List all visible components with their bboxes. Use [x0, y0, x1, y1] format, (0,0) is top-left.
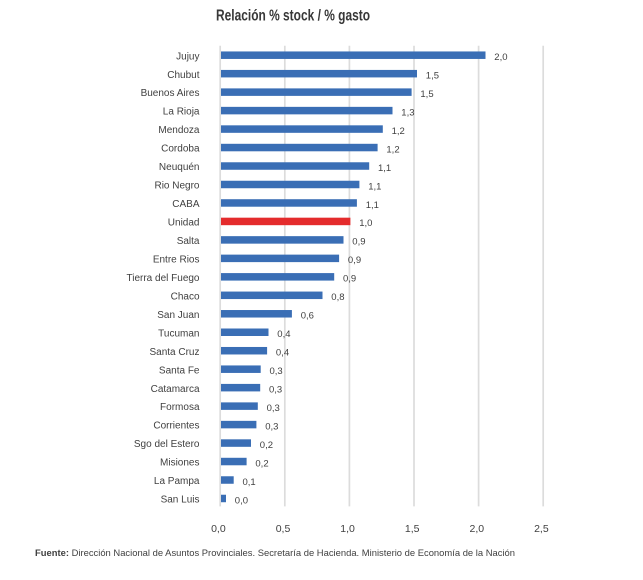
svg-text:2,0: 2,0 [494, 52, 507, 63]
svg-text:1,3: 1,3 [401, 107, 414, 118]
svg-text:CABA: CABA [172, 199, 200, 210]
svg-text:Jujuy: Jujuy [176, 51, 199, 62]
svg-text:Rio Negro: Rio Negro [154, 181, 199, 192]
svg-text:0,4: 0,4 [277, 329, 290, 340]
svg-text:1,1: 1,1 [378, 163, 391, 174]
svg-text:Corrientes: Corrientes [153, 421, 199, 432]
svg-text:1,0: 1,0 [359, 218, 372, 229]
svg-text:Santa Fe: Santa Fe [159, 365, 200, 376]
svg-text:La Rioja: La Rioja [163, 107, 200, 118]
svg-text:0,4: 0,4 [276, 348, 289, 359]
svg-text:1,2: 1,2 [392, 126, 405, 137]
svg-text:0,0: 0,0 [235, 495, 248, 506]
svg-text:0,9: 0,9 [352, 237, 365, 248]
svg-text:Entre Rios: Entre Rios [153, 254, 200, 265]
svg-text:0,5: 0,5 [276, 523, 291, 535]
svg-text:Mendoza: Mendoza [158, 125, 200, 136]
svg-text:0,2: 0,2 [260, 440, 273, 451]
svg-text:0,6: 0,6 [301, 311, 314, 322]
svg-text:Relación % stock / % gasto: Relación % stock / % gasto [216, 8, 370, 25]
svg-text:Misiones: Misiones [160, 458, 199, 469]
svg-text:Sgo del Estero: Sgo del Estero [134, 439, 200, 450]
svg-text:0,9: 0,9 [348, 255, 361, 266]
svg-text:1,5: 1,5 [426, 70, 439, 81]
svg-text:0,3: 0,3 [270, 366, 283, 377]
svg-text:1,1: 1,1 [366, 200, 379, 211]
svg-text:Tucuman: Tucuman [158, 328, 199, 339]
svg-text:San Luis: San Luis [161, 495, 200, 506]
svg-text:0,0: 0,0 [211, 523, 226, 535]
svg-text:0,3: 0,3 [269, 384, 282, 395]
svg-text:Catamarca: Catamarca [151, 384, 200, 395]
svg-text:Unidad: Unidad [168, 218, 200, 229]
svg-text:Chubut: Chubut [167, 70, 199, 81]
svg-text:0,2: 0,2 [255, 458, 268, 469]
svg-text:Buenos Aires: Buenos Aires [141, 88, 200, 99]
svg-text:Tierra del Fuego: Tierra del Fuego [127, 273, 200, 284]
svg-text:0,8: 0,8 [331, 292, 344, 303]
svg-text:Santa Cruz: Santa Cruz [149, 347, 199, 358]
svg-text:2,0: 2,0 [469, 523, 484, 535]
svg-text:1,2: 1,2 [386, 144, 399, 155]
svg-text:0,1: 0,1 [243, 477, 256, 488]
svg-text:0,3: 0,3 [265, 421, 278, 432]
svg-text:Formosa: Formosa [160, 402, 200, 413]
svg-text:Cordoba: Cordoba [161, 144, 200, 155]
svg-text:0,9: 0,9 [343, 274, 356, 285]
svg-text:Neuquén: Neuquén [159, 162, 200, 173]
svg-text:2,5: 2,5 [534, 523, 549, 535]
svg-text:1,0: 1,0 [340, 523, 355, 535]
svg-text:Chaco: Chaco [171, 291, 200, 302]
svg-text:Fuente: Dirección Nacional de: Fuente: Dirección Nacional de Asuntos Pr… [35, 548, 515, 559]
svg-text:1,1: 1,1 [368, 181, 381, 192]
svg-text:San Juan: San Juan [157, 310, 199, 321]
svg-text:Salta: Salta [177, 236, 200, 247]
svg-text:1,5: 1,5 [405, 523, 420, 535]
svg-text:1,5: 1,5 [420, 89, 433, 100]
svg-text:0,3: 0,3 [267, 403, 280, 414]
svg-text:La Pampa: La Pampa [154, 476, 200, 487]
